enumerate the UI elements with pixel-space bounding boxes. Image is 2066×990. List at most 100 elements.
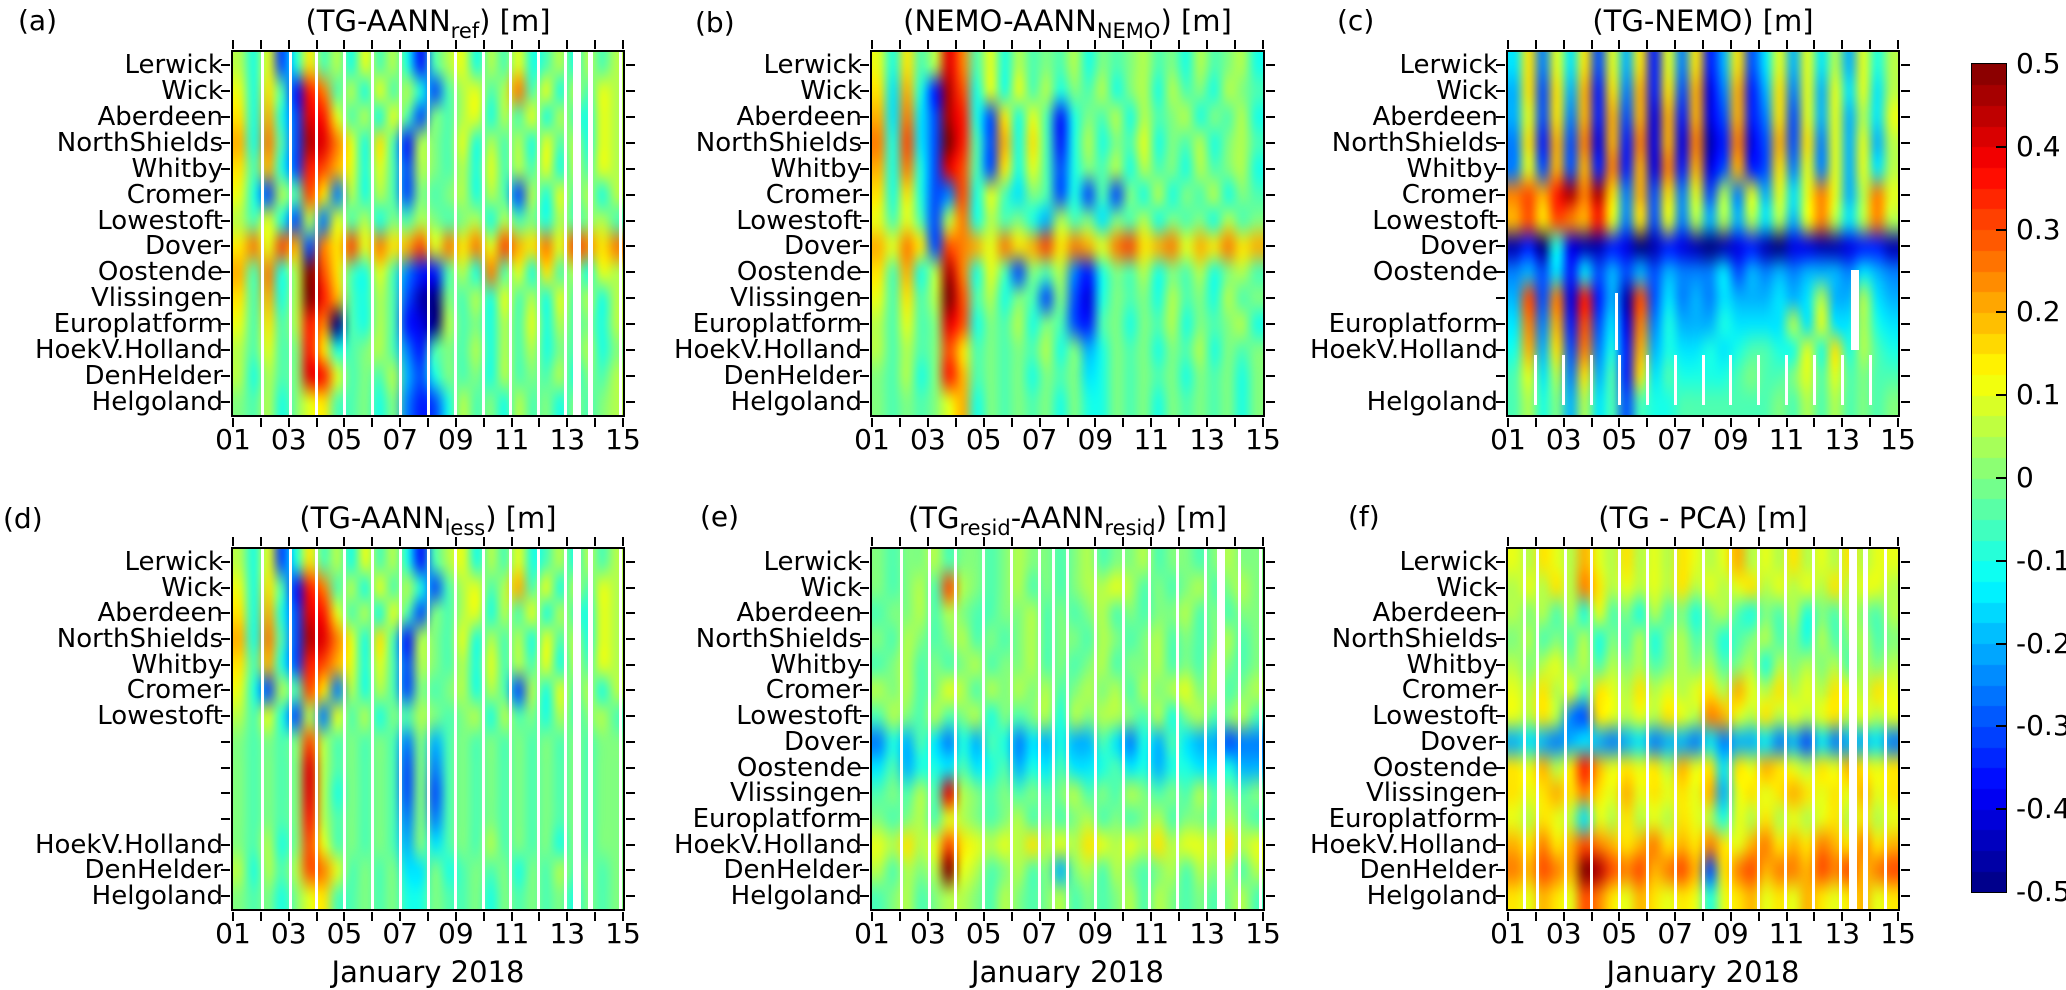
missing-data-gap	[1148, 549, 1152, 909]
y-axis-tick-left	[1496, 323, 1505, 326]
y-axis-tick-left	[860, 115, 869, 118]
x-axis-tick-bottom	[1038, 418, 1041, 427]
y-tick-label: HoekV.Holland	[673, 335, 862, 366]
x-axis-tick-bottom	[1094, 418, 1097, 427]
x-tick-label: 07	[382, 917, 418, 950]
missing-data-gap	[1237, 549, 1241, 909]
y-axis-tick-right	[1901, 689, 1910, 692]
y-axis-tick-left	[1496, 766, 1505, 769]
x-axis-tick-top	[371, 40, 374, 49]
y-axis-tick-right	[626, 869, 635, 872]
y-axis-tick-left	[1496, 401, 1505, 404]
title-text: ) [m]	[1155, 501, 1228, 535]
y-axis-tick-right	[1266, 219, 1275, 222]
x-axis-tick-top	[1206, 537, 1209, 546]
colorbar-tick	[1996, 559, 2006, 562]
x-axis-tick-bottom	[427, 912, 429, 921]
y-axis-tick-right	[1901, 895, 1910, 898]
y-axis-tick-right	[1266, 89, 1275, 92]
y-axis-tick-left	[1496, 560, 1505, 563]
x-axis-tick-bottom	[954, 912, 957, 921]
x-axis-tick-top	[1066, 537, 1069, 546]
missing-data-gap	[342, 549, 346, 909]
x-axis-tick-top	[343, 537, 346, 546]
y-axis-tick-left	[221, 663, 230, 666]
x-axis-tick-bottom	[1066, 418, 1069, 427]
x-axis-tick-bottom	[1234, 912, 1237, 921]
x-axis-tick-top	[982, 537, 985, 546]
x-axis-tick-top	[926, 40, 929, 49]
heatmap-canvas-c	[1508, 52, 1898, 415]
y-axis-tick-left	[860, 323, 869, 326]
x-axis-tick-top	[1038, 40, 1041, 49]
title-subscript: ref	[450, 19, 480, 43]
x-axis-tick-bottom	[510, 418, 513, 427]
y-axis-tick-left	[860, 167, 869, 170]
y-tick-label: Cromer	[126, 675, 223, 706]
x-axis-tick-top	[287, 40, 290, 49]
y-axis-tick-left	[221, 560, 230, 563]
title-text: -AANN	[1010, 501, 1105, 535]
y-axis-tick-right	[626, 715, 635, 718]
y-tick-label: Lowestoft	[97, 205, 223, 236]
missing-data-gap	[1812, 355, 1816, 405]
x-axis-tick-top	[1038, 537, 1041, 546]
y-axis-tick-right	[1266, 612, 1275, 615]
x-axis-tick-top	[287, 537, 290, 546]
missing-data-gap	[370, 52, 374, 415]
y-tick-label: Aberdeen	[736, 101, 863, 132]
x-axis-tick-top	[427, 537, 429, 546]
y-axis-tick-right	[1901, 766, 1910, 769]
x-axis-tick-top	[594, 537, 597, 546]
x-axis-tick-top	[1869, 40, 1872, 49]
y-axis-tick-right	[1266, 869, 1275, 872]
x-axis-tick-top	[1507, 537, 1509, 546]
x-axis-tick-top	[1702, 40, 1704, 49]
x-axis-tick-bottom	[1729, 418, 1732, 427]
y-axis-tick-right	[626, 843, 635, 846]
x-axis-tick-top	[427, 40, 429, 49]
missing-data-gap	[588, 52, 594, 415]
x-axis-tick-bottom	[1702, 418, 1704, 427]
missing-data-gap	[1535, 549, 1539, 909]
y-axis-tick-right	[1901, 663, 1910, 666]
x-axis-tick-bottom	[1562, 418, 1565, 427]
y-tick-label: Whitby	[1406, 153, 1499, 184]
y-axis-tick-right	[1901, 219, 1910, 222]
y-axis-tick-right	[1266, 271, 1275, 274]
x-tick-label: 11	[493, 917, 530, 950]
y-tick-label: NorthShields	[56, 127, 223, 158]
x-axis-tick-top	[871, 537, 873, 546]
missing-data-gap	[1868, 355, 1872, 405]
x-axis-tick-top	[1094, 40, 1097, 49]
panel-letter-b: (b)	[695, 6, 735, 39]
x-axis-tick-bottom	[954, 418, 957, 427]
panel-c	[1496, 40, 1910, 427]
colorbar-tick-label: 0.2	[2016, 295, 2061, 329]
panel-title-a: (TG-AANNref) [m]	[233, 4, 623, 43]
missing-data-gap	[1645, 355, 1649, 405]
y-tick-label: Oostende	[1372, 752, 1498, 783]
x-axis-tick-bottom	[566, 912, 569, 921]
x-axis-tick-bottom	[1534, 912, 1537, 921]
panel-title-c: (TG-NEMO) [m]	[1508, 4, 1898, 38]
x-axis-tick-top	[538, 40, 541, 49]
y-tick-label: DenHelder	[84, 361, 223, 392]
x-tick-label: 03	[910, 423, 946, 456]
x-axis-tick-top	[954, 40, 957, 49]
x-axis-tick-top	[1785, 537, 1788, 546]
x-tick-label: 07	[1021, 917, 1058, 950]
y-axis-tick-left	[221, 349, 230, 352]
missing-data-gap	[1729, 355, 1733, 405]
y-tick-label: Lowestoft	[736, 701, 862, 732]
x-axis-tick-top	[510, 40, 513, 49]
x-tick-label: 07	[1657, 423, 1693, 456]
y-axis-tick-left	[860, 141, 869, 144]
x-axis-tick-bottom	[1507, 912, 1509, 921]
x-axis-tick-bottom	[1841, 418, 1844, 427]
y-tick-label: Wick	[800, 75, 862, 106]
y-tick-label: Wick	[161, 572, 223, 603]
x-axis-tick-bottom	[315, 418, 318, 427]
missing-data-gap	[1615, 293, 1619, 351]
